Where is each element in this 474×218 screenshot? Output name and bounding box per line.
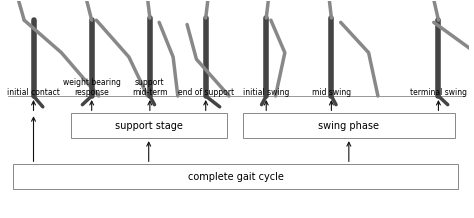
Text: support
mid-term: support mid-term	[132, 78, 168, 97]
Text: swing phase: swing phase	[319, 121, 379, 131]
Text: initial swing: initial swing	[243, 88, 290, 97]
FancyBboxPatch shape	[71, 113, 227, 138]
Text: support stage: support stage	[115, 121, 182, 131]
Text: end of support: end of support	[178, 88, 234, 97]
Text: complete gait cycle: complete gait cycle	[188, 172, 283, 182]
Text: terminal swing: terminal swing	[410, 88, 467, 97]
Text: mid swing: mid swing	[312, 88, 351, 97]
FancyBboxPatch shape	[243, 113, 455, 138]
FancyBboxPatch shape	[13, 164, 458, 189]
Text: weight bearing
response: weight bearing response	[63, 78, 120, 97]
Text: initial contact: initial contact	[7, 88, 60, 97]
